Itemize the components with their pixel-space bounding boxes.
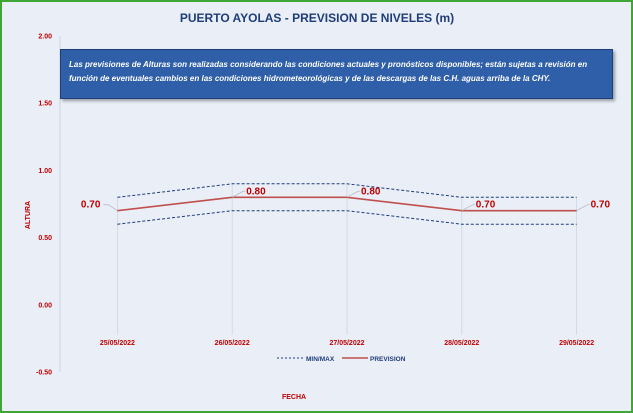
x-tick-label: 28/05/2022 [444, 340, 479, 347]
data-label: 0.70 [476, 200, 496, 211]
y-tick-label: 0.00 [38, 302, 52, 309]
x-tick-label: 26/05/2022 [215, 340, 250, 347]
data-label-leader [576, 204, 590, 212]
y-tick-label: 1.50 [38, 101, 52, 108]
x-axis-label: FECHA [282, 394, 306, 401]
y-tick-label: -0.50 [36, 370, 52, 377]
y-axis-label: ALTURA [25, 201, 32, 229]
legend-label-prevision: PREVISION [370, 356, 406, 363]
data-label: 0.80 [246, 186, 266, 197]
legend: MIN/MAX PREVISION [277, 356, 406, 363]
chart-title: PUERTO AYOLAS - PREVISION DE NIVELES (m) [180, 11, 454, 25]
data-label-leader [346, 190, 360, 198]
data-label: 0.70 [591, 200, 611, 211]
x-tick-label: 29/05/2022 [559, 340, 594, 347]
data-label: 0.70 [81, 200, 101, 211]
y-tick-label: 1.00 [38, 168, 52, 175]
data-label-leader [232, 190, 246, 198]
legend-label-minmax: MIN/MAX [306, 356, 335, 363]
data-label-leader [103, 204, 118, 211]
forecast-note: Las previsiones de Alturas son realizada… [60, 49, 613, 99]
y-tick-label: 2.00 [38, 34, 52, 41]
data-label-leader [461, 204, 475, 212]
x-tick-label: 27/05/2022 [329, 340, 364, 347]
y-tick-label: 0.50 [38, 235, 52, 242]
x-tick-label: 25/05/2022 [100, 340, 135, 347]
data-label: 0.80 [361, 186, 381, 197]
